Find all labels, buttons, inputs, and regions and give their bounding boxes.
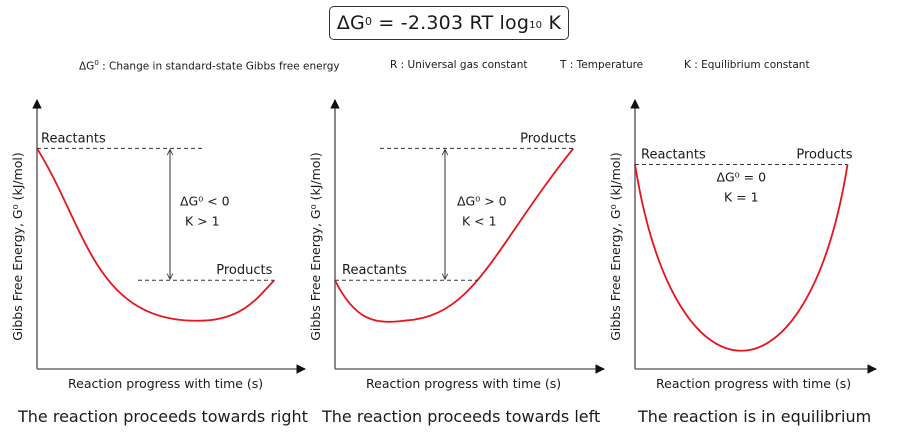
- y-axis-label: Gibbs Free Energy, G⁰ (kJ/mol): [608, 152, 623, 341]
- legend-item-r: R : Universal gas constant: [390, 59, 527, 71]
- legend-text: : Universal gas constant: [397, 59, 528, 71]
- x-axis-label-3: Reaction progress with time (s): [656, 376, 852, 391]
- legend-symbol: ΔG: [79, 60, 95, 73]
- y-axis-label: Gibbs Free Energy, G⁰ (kJ/mol): [308, 152, 323, 341]
- products-label: Products: [796, 148, 852, 163]
- k-label: K < 1: [462, 213, 497, 228]
- legend-item-k: K : Equilibrium constant: [684, 59, 810, 71]
- products-label: Products: [216, 263, 272, 278]
- products-label: Products: [520, 131, 576, 146]
- legend-symbol: T: [560, 59, 567, 71]
- equation-delta-g: ΔG: [336, 12, 365, 34]
- equation-superscript: 0: [364, 14, 373, 28]
- x-axis-label-2: Reaction progress with time (s): [366, 376, 562, 391]
- delta-g-label: ΔG⁰ < 0: [180, 193, 230, 208]
- energy-curve: [36, 147, 275, 322]
- reactants-label: Reactants: [41, 131, 106, 146]
- legend-symbol: R: [390, 59, 398, 71]
- energy-curve: [634, 164, 849, 352]
- delta-g-label: ΔG⁰ = 0: [716, 170, 766, 185]
- caption-equilibrium: The reaction is in equilibrium: [638, 407, 872, 426]
- legend-text: : Equilibrium constant: [690, 59, 810, 71]
- y-axis-label: Gibbs Free Energy, G⁰ (kJ/mol): [10, 152, 25, 341]
- legend-sup: 0: [94, 59, 99, 67]
- delta-g-label: ΔG⁰ > 0: [457, 193, 507, 208]
- k-label: K > 1: [185, 213, 220, 228]
- legend-item-delta-g: ΔG0 : Change in standard-state Gibbs fre…: [79, 59, 340, 73]
- reactants-label: Reactants: [641, 148, 706, 163]
- caption-left: The reaction proceeds towards left: [322, 407, 601, 426]
- k-label: K = 1: [724, 190, 759, 205]
- x-axis-label-1: Reaction progress with time (s): [68, 376, 264, 391]
- energy-curve: [334, 147, 574, 323]
- reactants-label: Reactants: [342, 263, 407, 278]
- caption-right: The reaction proceeds towards right: [18, 407, 308, 426]
- legend-text: : Temperature: [566, 59, 644, 71]
- equation-rhs: = -2.303 RT log: [372, 12, 530, 34]
- equation-subscript: 10: [529, 19, 543, 31]
- legend-text: : Change in standard-state Gibbs free en…: [98, 60, 340, 73]
- legend-symbol: K: [684, 59, 691, 71]
- equation-box: ΔG 0 = -2.303 RT log 10 K: [329, 6, 569, 40]
- equation-k: K: [542, 12, 562, 34]
- legend-item-t: T : Temperature: [560, 59, 643, 71]
